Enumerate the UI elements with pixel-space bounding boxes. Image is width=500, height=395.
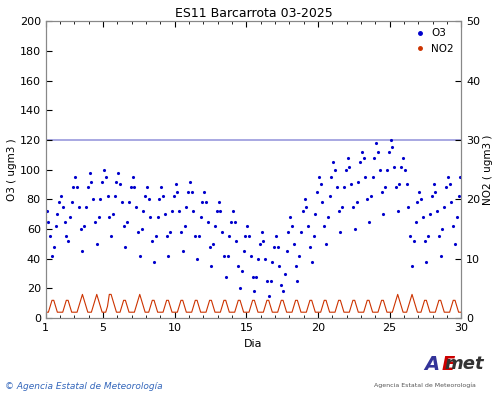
Text: E: E: [442, 355, 455, 374]
Text: © Agencia Estatal de Meteorología: © Agencia Estatal de Meteorología: [5, 382, 162, 391]
Title: ES11 Barcarrota 03-2025: ES11 Barcarrota 03-2025: [174, 7, 332, 20]
Text: A: A: [424, 355, 439, 374]
Y-axis label: NO2 ( ugm3 ): NO2 ( ugm3 ): [483, 134, 493, 205]
Text: Agencia Estatal de Meteorología: Agencia Estatal de Meteorología: [374, 383, 476, 388]
X-axis label: Dia: Dia: [244, 339, 263, 348]
Y-axis label: O3 ( ugm3 ): O3 ( ugm3 ): [7, 138, 17, 201]
Text: met: met: [444, 356, 484, 373]
Legend: O3, NO2: O3, NO2: [416, 26, 456, 56]
